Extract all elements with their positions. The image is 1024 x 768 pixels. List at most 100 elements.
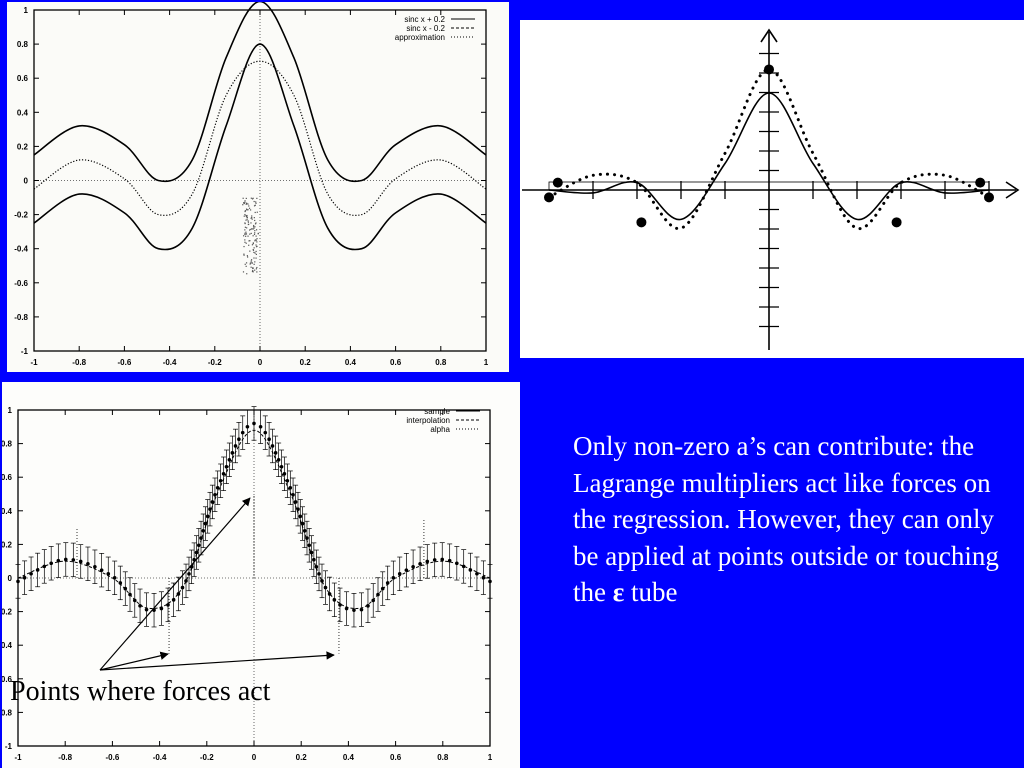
noise-dot xyxy=(246,215,247,216)
noise-dot xyxy=(251,233,252,234)
chart-forces-sketch xyxy=(520,20,1024,358)
sample-point xyxy=(405,568,409,572)
noise-dot xyxy=(245,223,246,224)
support-point-marker xyxy=(636,217,646,227)
noise-dot xyxy=(251,228,252,229)
sample-point xyxy=(160,607,164,611)
noise-dot xyxy=(244,234,245,235)
support-point-marker xyxy=(975,178,985,188)
x-tick-label: 1 xyxy=(488,753,493,762)
noise-dot xyxy=(249,251,250,252)
x-tick-label: -0.4 xyxy=(163,358,177,367)
sample-point xyxy=(462,565,466,569)
sample-point xyxy=(475,572,479,576)
support-point-marker xyxy=(544,192,554,202)
noise-dot xyxy=(251,198,252,199)
y-tick-label: -1 xyxy=(5,742,13,751)
sample-point xyxy=(455,561,459,565)
noise-dot xyxy=(244,242,245,243)
series-approximation xyxy=(34,61,486,215)
x-tick-label: 0 xyxy=(252,753,257,762)
sample-point xyxy=(376,593,380,597)
x-tick-label: 0.6 xyxy=(390,358,402,367)
y-tick-label: -1 xyxy=(21,347,29,356)
noise-dot xyxy=(251,215,252,216)
noise-dot xyxy=(245,220,246,221)
noise-dot xyxy=(245,236,246,237)
noise-dot xyxy=(255,258,256,259)
sample-point xyxy=(418,562,422,566)
noise-dot xyxy=(245,264,246,265)
noise-dot xyxy=(244,239,245,240)
sample-point xyxy=(36,568,40,572)
sample-point xyxy=(274,451,278,455)
sample-point xyxy=(123,587,127,591)
noise-dot xyxy=(243,235,244,236)
noise-dot xyxy=(245,227,246,228)
noise-dot xyxy=(256,246,257,247)
noise-dot xyxy=(249,229,250,230)
y-tick-label: -0.2 xyxy=(2,608,13,617)
noise-dot xyxy=(247,217,248,218)
noise-dot xyxy=(248,205,249,206)
x-tick-label: 0 xyxy=(258,358,263,367)
noise-dot xyxy=(253,235,254,236)
sample-point xyxy=(49,561,53,565)
y-tick-label: -0.8 xyxy=(14,313,28,322)
x-tick-label: -1 xyxy=(30,358,38,367)
sample-point xyxy=(204,522,208,526)
noise-dot xyxy=(243,246,244,247)
noise-dot xyxy=(249,208,250,209)
noise-dot xyxy=(255,223,256,224)
sample-point xyxy=(138,604,142,608)
chart-sinc-tube: -1 -0.8 -0.6 -0.4 -0.2 0 0.2 0.4 0.6 0.8 1 1 0.8 0.6 0… xyxy=(7,2,509,372)
sample-point xyxy=(271,444,275,448)
x-tick-label: 0.8 xyxy=(435,358,447,367)
sample-point xyxy=(263,431,267,435)
y-tick-label: 0.8 xyxy=(2,440,13,449)
sample-point xyxy=(296,507,300,511)
sample-point xyxy=(392,576,396,580)
sample-point xyxy=(237,437,241,441)
noise-dot xyxy=(246,273,247,274)
sample-point xyxy=(133,599,137,603)
noise-dot xyxy=(256,251,257,252)
noise-dot xyxy=(250,209,251,210)
y-tick-label: 1 xyxy=(24,6,29,15)
chart-forces-sketch-plot xyxy=(520,20,1024,358)
sample-point xyxy=(294,500,298,504)
noise-dot xyxy=(254,226,255,227)
legend-label: sample xyxy=(424,407,450,416)
sample-point xyxy=(307,543,311,547)
noise-dot xyxy=(255,253,256,254)
x-tick-label: -0.4 xyxy=(153,753,167,762)
sample-point xyxy=(213,493,217,497)
sample-point xyxy=(72,558,76,562)
noise-dot xyxy=(246,209,247,210)
sample-point xyxy=(333,598,337,602)
x-tick-label: 0.4 xyxy=(343,753,355,762)
y-tick-label: -0.2 xyxy=(14,211,28,220)
sample-point xyxy=(312,558,316,562)
noise-dot xyxy=(246,203,247,204)
sample-point xyxy=(222,472,226,476)
sample-point xyxy=(360,608,364,612)
sample-point xyxy=(469,568,473,572)
sample-point xyxy=(181,586,185,590)
x-tick-label: 0.2 xyxy=(300,358,312,367)
noise-dot xyxy=(252,198,253,199)
sample-point xyxy=(291,493,295,497)
sample-point xyxy=(201,529,205,533)
sample-point xyxy=(381,587,385,591)
noise-dot xyxy=(252,219,253,220)
y-tick-label: 0 xyxy=(24,177,29,186)
y-tick-label: 0 xyxy=(8,574,13,583)
chart-sinc-tube-plot: -1 -0.8 -0.6 -0.4 -0.2 0 0.2 0.4 0.6 0.8 110.80.60… xyxy=(7,2,509,372)
x-tick-label: 0.2 xyxy=(296,753,308,762)
sample-point xyxy=(211,500,215,504)
sample-point xyxy=(366,604,370,608)
noise-dot xyxy=(253,252,254,253)
noise-dot xyxy=(247,236,248,237)
noise-dot xyxy=(256,238,257,239)
y-tick-label: -0.4 xyxy=(14,245,28,254)
